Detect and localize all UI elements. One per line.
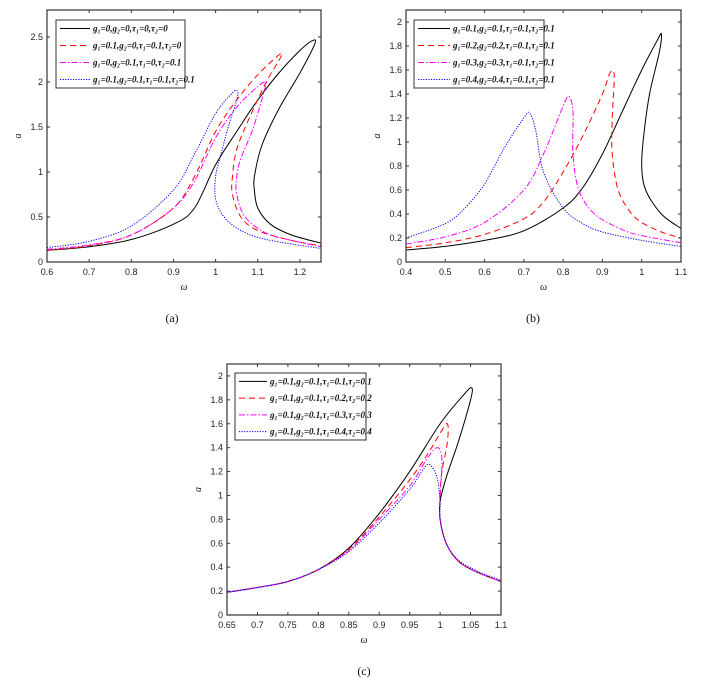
x-tick-label: 1.05 bbox=[462, 620, 480, 630]
y-tick-label: 1.2 bbox=[210, 467, 223, 477]
x-tick-label: 0.9 bbox=[596, 267, 609, 277]
series-line-2 bbox=[227, 447, 501, 593]
legend-label-0: g₁=0.1,g₂=0.1,τ₁=0.1,τ₂=0.1 bbox=[269, 376, 372, 386]
y-tick-label: 0 bbox=[218, 610, 223, 620]
y-tick-label: 0.6 bbox=[389, 185, 402, 195]
series-line-3 bbox=[227, 463, 501, 593]
x-tick-label: 1 bbox=[639, 267, 644, 277]
y-tick-label: 0.2 bbox=[389, 233, 402, 243]
legend-label-2: g₁=0,g₂=0.1,τ₁=0,τ₂=0.1 bbox=[92, 58, 181, 68]
legend-label-1: g₁=0.1,g₂=0.1,τ₁=0.2,τ₂=0.2 bbox=[269, 393, 372, 403]
y-tick-label: 0.6 bbox=[210, 538, 223, 548]
x-tick-label: 1.1 bbox=[675, 267, 688, 277]
x-tick-label: 0.4 bbox=[400, 267, 413, 277]
series-line-2 bbox=[406, 95, 681, 245]
legend-label-3: g₁=0.1,g₂=0.1,τ₁=0.1,τ₂=0.1 bbox=[92, 75, 195, 85]
x-tick-label: 1.1 bbox=[495, 620, 508, 630]
x-tick-label: 1.2 bbox=[294, 267, 307, 277]
legend-label-0: g₁=0.1,g₂=0.1,τ₁=0.1,τ₂=0.1 bbox=[452, 24, 555, 34]
legend-label-2: g₁=0.3,g₂=0.3,τ₁=0.1,τ₂=0.1 bbox=[452, 58, 555, 68]
y-tick-label: 1.6 bbox=[389, 65, 402, 75]
y-tick-label: 0 bbox=[38, 257, 43, 267]
legend: g₁=0.1,g₂=0.1,τ₁=0.1,τ₂=0.1 g₁=0.2,g₂=0.2… bbox=[413, 19, 555, 89]
y-tick-label: 0.8 bbox=[210, 514, 223, 524]
series-line-0 bbox=[47, 39, 321, 251]
x-tick-label: 0.8 bbox=[125, 267, 138, 277]
series-line-0 bbox=[406, 32, 681, 251]
x-tick-label: 0.8 bbox=[312, 620, 325, 630]
y-tick-label: 2 bbox=[38, 77, 43, 87]
x-tick-label: 1 bbox=[213, 267, 218, 277]
legend-label-3: g₁=0.4,g₂=0.4,τ₁=0.1,τ₂=0.1 bbox=[452, 75, 555, 85]
legend-label-1: g₁=0.2,g₂=0.2,τ₁=0.1,τ₂=0.1 bbox=[452, 41, 555, 51]
x-tick-label: 0.85 bbox=[340, 620, 358, 630]
figure-caption: (c) bbox=[357, 664, 370, 678]
y-tick-label: 1.8 bbox=[389, 41, 402, 51]
y-tick-label: 1.4 bbox=[210, 443, 223, 453]
y-tick-label: 1.2 bbox=[389, 113, 402, 123]
x-tick-label: 0.9 bbox=[373, 620, 386, 630]
x-tick-label: 0.5 bbox=[439, 267, 452, 277]
axes-frame bbox=[405, 9, 682, 263]
series-line-2 bbox=[47, 81, 321, 250]
x-tick-label: 0.75 bbox=[279, 620, 297, 630]
y-axis-label: a bbox=[193, 487, 204, 492]
y-tick-label: 0.8 bbox=[389, 161, 402, 171]
legend: g₁=0,g₂=0,τ₁=0,τ₂=0 g₁=0.1,g₂=0,τ₁=0.1,τ₂… bbox=[55, 19, 195, 89]
y-tick-label: 0.4 bbox=[389, 209, 402, 219]
x-axis-label: ω bbox=[540, 282, 547, 293]
x-tick-label: 0.65 bbox=[218, 620, 236, 630]
x-tick-label: 0.7 bbox=[83, 267, 96, 277]
y-tick-label: 1.5 bbox=[30, 122, 43, 132]
x-tick-label: 1.1 bbox=[252, 267, 265, 277]
legend-label-1: g₁=0.1,g₂=0,τ₁=0.1,τ₂=0 bbox=[92, 41, 182, 51]
y-tick-label: 1 bbox=[38, 167, 43, 177]
x-tick-label: 0.7 bbox=[251, 620, 264, 630]
chart-1: 0.4 0.5 0.6 0.7 0.8 0.9 1 1.1 0 0.2 0.4 0.6 0.8 1 1.2 1… bbox=[372, 9, 688, 325]
legend: g₁=0.1,g₂=0.1,τ₁=0.1,τ₂=0.1 g₁=0.1,g₂=0.1… bbox=[234, 372, 372, 441]
legend-label-3: g₁=0.1,g₂=0.1,τ₁=0.4,τ₂=0.4 bbox=[269, 427, 372, 437]
x-axis-label: ω bbox=[180, 282, 187, 293]
series-line-1 bbox=[227, 423, 501, 593]
figure-caption: (b) bbox=[526, 311, 540, 325]
chart-2: 0.65 0.7 0.75 0.8 0.85 0.9 0.95 1 1.05 1.1 0 0.2 0.4… bbox=[193, 363, 508, 678]
legend-box bbox=[234, 372, 367, 441]
y-tick-label: 1.8 bbox=[210, 395, 223, 405]
series-line-3 bbox=[406, 111, 681, 247]
x-tick-label: 0.6 bbox=[478, 267, 491, 277]
series-line-3 bbox=[47, 89, 321, 249]
axes-frame bbox=[226, 363, 502, 616]
figure-caption: (a) bbox=[165, 311, 178, 325]
y-tick-label: 1.6 bbox=[210, 419, 223, 429]
legend-label-2: g₁=0.1,g₂=0.1,τ₁=0.3,τ₂=0.3 bbox=[269, 410, 372, 420]
x-axis-label: ω bbox=[360, 635, 367, 646]
y-tick-label: 0.4 bbox=[210, 562, 223, 572]
y-tick-label: 2 bbox=[397, 17, 402, 27]
x-tick-label: 1 bbox=[438, 620, 443, 630]
x-tick-label: 0.9 bbox=[167, 267, 180, 277]
legend-box bbox=[55, 19, 186, 89]
series-line-1 bbox=[47, 52, 321, 251]
y-tick-label: 2 bbox=[218, 371, 223, 381]
y-tick-label: 1.4 bbox=[389, 89, 402, 99]
y-axis-label: a bbox=[372, 134, 383, 139]
y-axis-label: a bbox=[13, 134, 24, 139]
y-tick-label: 0.5 bbox=[30, 212, 43, 222]
axes-frame bbox=[46, 9, 322, 263]
x-tick-label: 0.95 bbox=[401, 620, 419, 630]
x-tick-label: 0.8 bbox=[557, 267, 570, 277]
legend-box bbox=[413, 19, 545, 89]
x-tick-label: 0.7 bbox=[518, 267, 531, 277]
y-tick-label: 0 bbox=[397, 257, 402, 267]
series-line-1 bbox=[406, 69, 681, 249]
y-tick-label: 1 bbox=[218, 490, 223, 500]
chart-0: 0.6 0.7 0.8 0.9 1 1.1 1.2 0 0.5 1 1.5 2 2.5 ω a g₁=0,g₂… bbox=[13, 9, 322, 325]
x-tick-label: 0.6 bbox=[41, 267, 54, 277]
y-tick-label: 2.5 bbox=[30, 32, 43, 42]
legend-label-0: g₁=0,g₂=0,τ₁=0,τ₂=0 bbox=[92, 24, 168, 34]
y-tick-label: 1 bbox=[397, 137, 402, 147]
y-tick-label: 0.2 bbox=[210, 586, 223, 596]
